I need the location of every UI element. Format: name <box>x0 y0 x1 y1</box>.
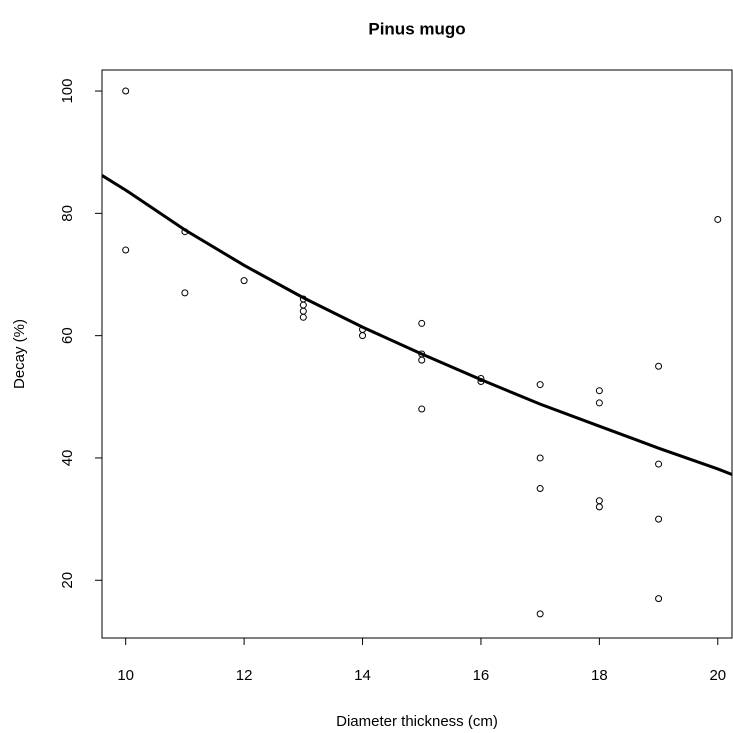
fit-curve <box>101 174 733 476</box>
point <box>655 362 663 370</box>
point <box>595 497 603 505</box>
point <box>299 313 307 321</box>
point <box>418 319 426 327</box>
y-tick-label: 20 <box>59 572 76 589</box>
point <box>536 454 544 462</box>
point <box>655 595 663 603</box>
point <box>299 301 307 309</box>
point <box>595 399 603 407</box>
point <box>595 387 603 395</box>
plot-frame <box>101 69 733 639</box>
point <box>536 485 544 493</box>
point <box>536 381 544 389</box>
y-tick-label: 100 <box>59 79 76 104</box>
point <box>359 332 367 340</box>
y-tick-label: 40 <box>59 450 76 467</box>
y-tick-label: 80 <box>59 205 76 222</box>
y-tick-label: 60 <box>59 327 76 344</box>
x-tick-label: 10 <box>117 667 134 684</box>
point <box>714 215 722 223</box>
point <box>655 460 663 468</box>
x-tick-label: 18 <box>591 667 608 684</box>
point <box>418 356 426 364</box>
point <box>122 87 130 95</box>
point <box>655 515 663 523</box>
x-tick-label: 16 <box>473 667 490 684</box>
chart-title: Pinus mugo <box>368 19 465 38</box>
x-tick-label: 20 <box>709 667 726 684</box>
point <box>418 405 426 413</box>
point <box>536 610 544 618</box>
x-axis-label: Diameter thickness (cm) <box>336 713 498 730</box>
point <box>595 503 603 511</box>
point <box>240 277 248 285</box>
point <box>181 289 189 297</box>
point <box>122 246 130 254</box>
x-tick-label: 14 <box>354 667 371 684</box>
y-axis-label: Decay (%) <box>11 319 28 389</box>
x-tick-label: 12 <box>236 667 253 684</box>
point <box>299 307 307 315</box>
